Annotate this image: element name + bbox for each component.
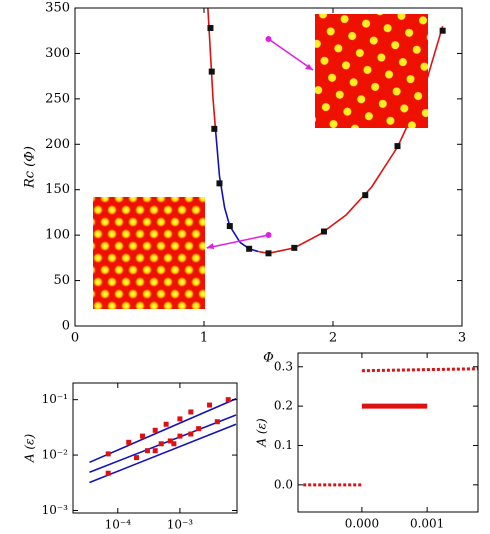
y-tick-label: 200 [45, 137, 70, 152]
series-line [89, 397, 237, 464]
arrow [268, 38, 314, 71]
x-tick-label: 1 [200, 331, 208, 346]
x-tick-label: 0.001 [410, 517, 444, 531]
arrow-dot [265, 232, 272, 238]
y-tick-label: 0.3 [274, 359, 293, 373]
marker [394, 143, 401, 150]
marker [246, 245, 253, 252]
x-tick-label: 2 [329, 331, 337, 346]
inset-image [315, 14, 428, 128]
x-tick-label: 10⁻⁴ [105, 518, 132, 532]
marker [158, 441, 164, 447]
marker [207, 24, 214, 31]
x-tick-label: 0 [71, 331, 79, 346]
marker [171, 441, 177, 447]
marker [188, 409, 194, 415]
marker [208, 68, 215, 75]
marker [226, 223, 233, 230]
marker [167, 438, 173, 444]
marker [152, 427, 158, 433]
x-tick-label: 3 [458, 331, 466, 346]
marker [144, 448, 150, 454]
y-tick-label: 100 [45, 228, 70, 243]
y-axis-label: A (ε) [23, 434, 37, 464]
marker [196, 426, 202, 432]
y-tick-label: 300 [45, 46, 70, 61]
y-axis-label: Rc (Φ) [23, 146, 38, 189]
arrow-head [305, 64, 313, 70]
y-tick-label: 10⁻² [42, 448, 69, 462]
y-tick-label: 10⁻³ [42, 503, 69, 517]
x-tick-label: 0.000 [345, 517, 379, 531]
marker [362, 192, 369, 199]
marker [126, 439, 132, 445]
marker [133, 455, 139, 461]
axes-frame [74, 7, 463, 327]
marker [140, 433, 146, 439]
chart: 0 1 2 3 0 50 100 150 200 250 300 350 Φ Rc (Φ) [23, 1, 467, 366]
chart: 10⁻⁴ 10⁻³ 10⁻³ 10⁻² 10⁻¹ A (ε) [23, 382, 238, 532]
marker [320, 228, 327, 235]
x-tick-label: 10⁻³ [167, 518, 194, 532]
y-tick-label: 50 [53, 273, 70, 288]
series-line [214, 130, 259, 253]
marker [439, 27, 446, 34]
marker [225, 397, 231, 403]
inset-image [93, 197, 205, 309]
y-tick-label: 350 [45, 1, 70, 16]
y-tick-label: 0.0 [274, 477, 293, 491]
marker [152, 448, 158, 454]
marker [291, 244, 298, 251]
marker [177, 416, 183, 422]
arrow-dot [265, 36, 272, 42]
marker [105, 451, 111, 457]
marker [177, 433, 183, 439]
marker [188, 431, 194, 437]
y-axis-label: A (ε) [255, 418, 269, 448]
series-line [361, 367, 478, 373]
y-tick-label: 250 [45, 91, 70, 106]
y-tick-label: 10⁻¹ [42, 392, 68, 406]
insets [93, 14, 428, 309]
arrow [206, 234, 269, 249]
marker [216, 180, 223, 187]
arrow-head [206, 243, 214, 249]
marker [211, 125, 218, 132]
marker [265, 250, 272, 257]
marker [105, 470, 111, 476]
marker [207, 402, 213, 408]
axes-frame [72, 382, 238, 514]
marker [214, 419, 220, 425]
x-axis-label: Φ [263, 351, 274, 366]
series-line [89, 423, 237, 484]
y-tick-label: 150 [45, 182, 70, 197]
chart: 0.000 0.001 0.0 0.1 0.2 0.3 A (ε) [255, 352, 479, 531]
y-tick-label: 0 [62, 319, 70, 334]
y-tick-label: 0.1 [274, 438, 293, 452]
y-tick-label: 0.2 [274, 399, 293, 413]
charts: 0 1 2 3 0 50 100 150 200 250 300 350 Φ Rc (Φ) 10⁻⁴ 10⁻³… [23, 1, 479, 532]
marker [163, 421, 169, 427]
axes-frame [297, 352, 479, 513]
